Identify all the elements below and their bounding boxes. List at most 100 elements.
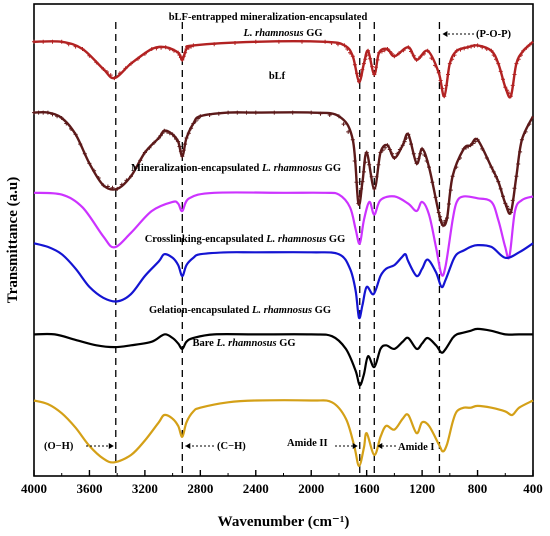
x-tick-label: 1600	[354, 481, 380, 496]
data-point-marker	[418, 151, 423, 156]
reference-lines	[115, 22, 441, 476]
data-point-marker	[518, 149, 523, 154]
data-point-marker	[96, 176, 101, 180]
data-point-marker	[129, 174, 133, 179]
data-point-marker	[523, 129, 528, 134]
data-point-marker	[354, 180, 359, 185]
data-point-marker	[41, 110, 46, 115]
x-tick-label: 2800	[187, 481, 213, 496]
data-point-marker	[55, 114, 60, 119]
data-point-marker	[180, 57, 185, 62]
data-point-marker	[350, 137, 355, 142]
data-point-marker	[198, 114, 203, 119]
data-point-marker	[207, 113, 212, 117]
data-point-marker	[454, 48, 459, 53]
data-point-marker	[138, 158, 143, 163]
data-point-marker	[361, 61, 366, 66]
data-point-marker	[174, 137, 179, 142]
ref-arrow-amide-ii-head	[352, 443, 358, 449]
series-label-line2: L. rhamnosus GG	[242, 28, 322, 39]
data-point-marker	[329, 41, 334, 45]
data-point-marker	[445, 216, 450, 220]
data-point-marker	[430, 180, 435, 185]
data-point-marker	[503, 201, 508, 206]
data-point-marker	[101, 183, 106, 188]
data-point-marker	[336, 114, 341, 119]
ref-label-oh: (O−H)	[44, 441, 74, 452]
data-point-marker	[112, 76, 117, 81]
spectrum-line	[33, 191, 534, 277]
data-point-marker	[510, 83, 515, 88]
data-point-marker	[163, 45, 168, 50]
data-point-marker	[216, 111, 221, 116]
data-point-marker	[352, 62, 357, 67]
data-point-marker	[233, 41, 237, 45]
data-point-marker	[400, 143, 405, 148]
data-point-marker	[181, 148, 186, 153]
data-point-marker	[272, 110, 277, 115]
data-point-marker	[110, 185, 115, 190]
data-point-marker	[409, 142, 413, 147]
data-point-marker	[361, 169, 366, 174]
data-point-marker	[355, 71, 359, 76]
data-point-marker	[429, 56, 434, 61]
data-point-marker	[290, 110, 295, 115]
ref-label-pop: (P-O-P)	[476, 29, 511, 40]
data-point-marker	[184, 47, 189, 51]
data-point-marker	[172, 134, 177, 139]
data-point-marker	[489, 48, 494, 53]
data-point-marker	[105, 184, 110, 189]
data-point-marker	[461, 146, 466, 151]
reference-labels: (O−H) (C−H) Amide II Amide I (P-O-P)	[44, 29, 511, 453]
ref-arrow-pop-head	[442, 31, 448, 37]
data-point-marker	[180, 154, 185, 159]
data-point-marker	[409, 49, 413, 54]
data-point-marker	[364, 53, 369, 58]
data-point-marker	[66, 42, 71, 47]
x-axis-ticks: 4000 3600 3200 2800 2400 2000 1600 1200 800 400	[21, 470, 543, 496]
data-point-marker	[178, 149, 183, 154]
spectrum-line	[33, 399, 534, 468]
data-point-marker	[489, 165, 494, 170]
data-point-marker	[397, 147, 402, 152]
data-point-marker	[244, 110, 249, 115]
data-point-marker	[382, 48, 387, 53]
data-point-marker	[136, 56, 140, 61]
data-point-marker	[438, 78, 443, 83]
data-point-marker	[501, 194, 505, 199]
data-point-marker	[433, 63, 437, 68]
data-point-marker	[372, 72, 377, 77]
data-point-marker	[336, 42, 340, 47]
data-point-marker	[484, 47, 489, 51]
data-point-marker	[323, 39, 328, 44]
data-point-marker	[491, 53, 496, 58]
data-point-marker	[512, 186, 517, 191]
data-point-marker	[507, 207, 511, 212]
data-point-marker	[176, 50, 181, 55]
data-point-marker	[519, 137, 524, 142]
data-point-marker	[367, 162, 372, 167]
data-point-marker	[496, 61, 501, 66]
data-point-marker	[309, 110, 314, 115]
data-point-marker	[422, 153, 427, 157]
ref-label-ch: (C−H)	[217, 441, 246, 452]
data-point-marker	[503, 85, 508, 90]
data-point-marker	[147, 145, 152, 150]
data-point-marker	[124, 178, 129, 183]
data-point-marker	[516, 57, 521, 62]
data-point-marker	[458, 47, 463, 52]
ref-label-amide-ii: Amide II	[287, 438, 328, 449]
data-point-marker	[439, 219, 444, 223]
data-point-marker	[512, 72, 517, 77]
data-point-marker	[156, 136, 161, 140]
data-point-marker	[507, 91, 511, 96]
x-tick-label: 4000	[21, 481, 47, 496]
data-point-marker	[469, 44, 474, 49]
data-point-marker	[364, 150, 369, 155]
data-point-marker	[318, 111, 323, 116]
data-point-marker	[158, 133, 163, 138]
data-point-marker	[473, 139, 478, 144]
data-point-marker	[357, 194, 362, 199]
data-point-marker	[375, 57, 380, 62]
